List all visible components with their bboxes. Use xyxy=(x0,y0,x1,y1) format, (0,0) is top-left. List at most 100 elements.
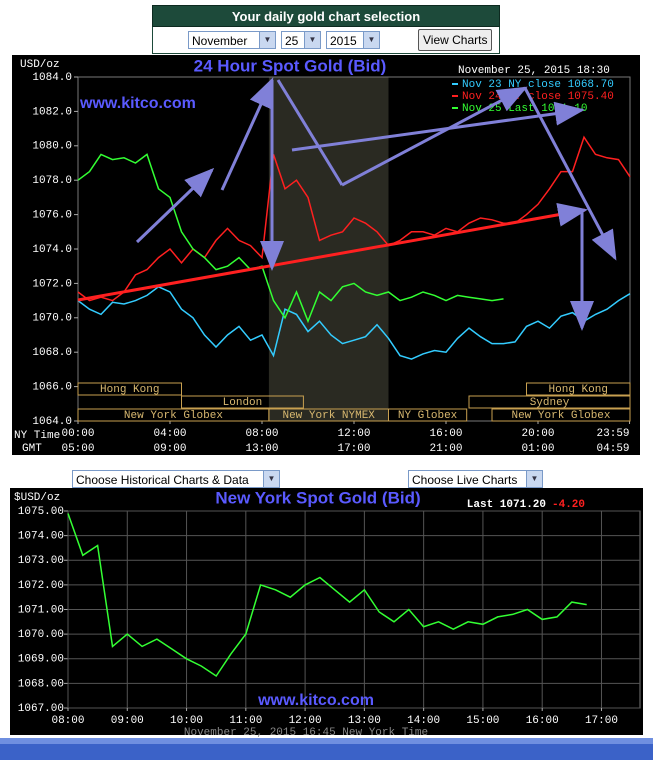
session-box xyxy=(526,382,631,396)
x2-tick-label: 01:00 xyxy=(521,443,554,455)
timestamp: November 25, 2015 18:30 xyxy=(458,65,610,77)
live-label: Choose Live Charts xyxy=(412,473,518,487)
x-tick-label: 08:00 xyxy=(245,428,278,440)
session-label: Hong Kong xyxy=(100,384,159,396)
x-tick-label: 23:59 xyxy=(597,428,630,440)
y-tick-label: 1069.00 xyxy=(18,654,64,666)
arrow xyxy=(135,167,215,244)
day: 25 xyxy=(285,34,299,48)
session-box xyxy=(468,395,631,409)
y-tick-label: 1080.0 xyxy=(32,141,72,153)
arrow xyxy=(341,86,528,187)
y-tick-label: 1076.0 xyxy=(32,210,72,222)
y-tick-label: 1070.0 xyxy=(32,313,72,325)
y-tick-label: 1070.00 xyxy=(18,629,64,641)
x2-tick-label: 13:00 xyxy=(245,443,278,455)
x2-tick-label: 09:00 xyxy=(153,443,186,455)
x-tick-label: 16:00 xyxy=(526,715,559,727)
view-charts-button[interactable]: View Charts xyxy=(418,29,493,51)
bottom-bar-highlight xyxy=(0,738,653,744)
series-line xyxy=(77,135,631,302)
dropdown-arrow: ▼ xyxy=(526,471,542,487)
x-tick-label: 17:00 xyxy=(585,715,618,727)
y-tick-label: 1072.00 xyxy=(18,580,64,592)
chart-footer: November 25, 2015 16:45 New York Time xyxy=(184,727,428,739)
series-line xyxy=(67,513,587,678)
x2-tick-label: 17:00 xyxy=(337,443,370,455)
session-box xyxy=(77,382,182,396)
session-label: Sydney xyxy=(530,397,570,409)
x-tick-label: 10:00 xyxy=(170,715,203,727)
session-label: NY Globex xyxy=(398,410,458,422)
selection-controls: November ▼ 25 ▼ 2015 ▼ View Charts xyxy=(152,27,500,54)
session-label: New York Globex xyxy=(511,410,610,422)
series-line xyxy=(77,153,504,324)
dropdown-arrow: ▼ xyxy=(263,471,279,487)
y-tick-label: 1064.0 xyxy=(32,416,72,428)
series-line xyxy=(77,285,631,360)
arrow xyxy=(291,101,585,152)
y-tick-label: 1074.00 xyxy=(18,531,64,543)
y-tick-label: 1078.0 xyxy=(32,175,72,187)
session-box xyxy=(181,395,304,409)
y-axis-label: USD/oz xyxy=(20,59,60,71)
historical-select[interactable]: Choose Historical Charts & Data ▼ xyxy=(72,470,280,488)
chart-background xyxy=(10,488,643,735)
x-tick-label: 16:00 xyxy=(429,428,462,440)
year: 2015 xyxy=(330,34,357,48)
y-tick-label: 1066.0 xyxy=(32,382,72,394)
x-axis-label: NY Time xyxy=(14,430,60,442)
day-select[interactable]: 25 ▼ xyxy=(281,31,321,49)
y-tick-label: 1072.0 xyxy=(32,278,72,290)
month: November xyxy=(192,34,248,48)
trend-line xyxy=(77,202,588,302)
selection-header: Your daily gold chart selection xyxy=(152,5,500,27)
session-box xyxy=(491,408,631,422)
legend-entry: Nov 23 NY close 1068.70 xyxy=(462,79,614,91)
x-tick-label: 12:00 xyxy=(337,428,370,440)
session-label: New York Globex xyxy=(124,410,223,422)
x-tick-label: 08:00 xyxy=(51,715,84,727)
chart-title: New York Spot Gold (Bid) xyxy=(215,488,420,507)
x-tick-label: 14:00 xyxy=(407,715,440,727)
session-label: London xyxy=(223,397,263,409)
session-label: New York NYMEX xyxy=(282,410,375,422)
x-tick-label: 04:00 xyxy=(153,428,186,440)
arrow xyxy=(220,77,274,191)
month-select[interactable]: November ▼ xyxy=(188,31,276,49)
dropdown-arrow: ▼ xyxy=(259,32,275,48)
x2-tick-label: 21:00 xyxy=(429,443,462,455)
year-select[interactable]: 2015 ▼ xyxy=(326,31,380,49)
x-tick-label: 11:00 xyxy=(229,715,262,727)
x2-axis-label: GMT xyxy=(22,443,42,455)
y-tick-label: 1068.0 xyxy=(32,347,72,359)
watermark: www.kitco.com xyxy=(257,692,374,709)
y-tick-label: 1073.00 xyxy=(18,555,64,567)
dropdown-arrow: ▼ xyxy=(304,32,320,48)
watermark: www.kitco.com xyxy=(79,95,196,112)
chart-layer: 1067.00 1068.00 1069.00 1070.00 1071.00 1072.… xyxy=(18,506,641,727)
dropdown-arrow: ▼ xyxy=(363,32,379,48)
x-tick-label: 00:00 xyxy=(61,428,94,440)
chart-title: 24 Hour Spot Gold (Bid) xyxy=(194,56,387,75)
live-select[interactable]: Choose Live Charts ▼ xyxy=(408,470,543,488)
price-change: -4.20 xyxy=(552,499,585,511)
y-tick-label: 1075.00 xyxy=(18,506,64,518)
session-label: Hong Kong xyxy=(549,384,608,396)
arrow xyxy=(523,87,617,261)
x-tick-label: 20:00 xyxy=(521,428,554,440)
x2-tick-label: 04:59 xyxy=(597,443,630,455)
x2-tick-label: 05:00 xyxy=(61,443,94,455)
y-tick-label: 1071.00 xyxy=(18,604,64,616)
y-tick-label: 1082.0 xyxy=(32,106,72,118)
annotation-arrows xyxy=(135,77,617,331)
y-axis-label: $USD/oz xyxy=(14,492,60,504)
x-tick-label: 09:00 xyxy=(111,715,144,727)
y-tick-label: 1067.00 xyxy=(18,703,64,715)
session-box xyxy=(388,408,468,422)
arrow xyxy=(276,79,344,186)
historical-label: Choose Historical Charts & Data xyxy=(76,473,249,487)
y-tick-label: 1074.0 xyxy=(32,244,72,256)
